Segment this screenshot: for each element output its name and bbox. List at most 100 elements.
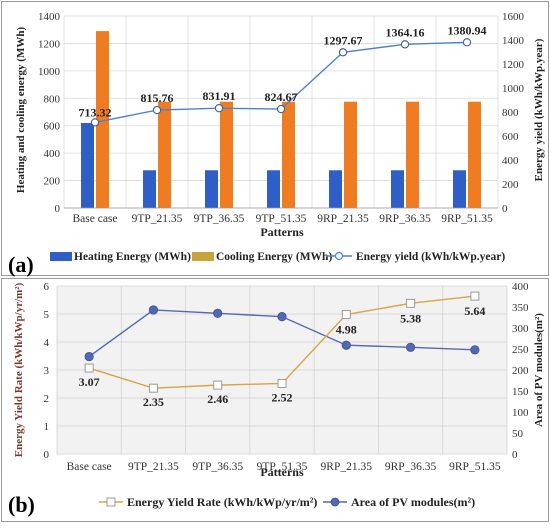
panel-b-ytick-left: 3 [44,365,50,377]
panel-a-ytick-left: 200 [44,176,61,188]
panel-b-ytick-right: 250 [512,344,529,356]
panel-b-ytick-right: 400 [512,281,529,293]
yield-rate-data-label: 4.98 [336,323,357,337]
cooling-bar [406,101,419,208]
energy-yield-point [276,104,286,114]
heating-bar [143,170,156,208]
panel-a-xtick: 9RP_36.35 [379,213,431,225]
panel-a-ytick-left: 400 [44,148,61,160]
panel-b-ytick-right: 50 [512,428,524,440]
area-pv-point [405,342,416,352]
panel-b-xtick: 9TP_36.35 [192,461,243,473]
legend-energy-label: Energy yield (kWh/kWp.year) [356,251,505,263]
panel-b-ytick-right: 200 [512,365,529,377]
yield-rate-point [84,363,94,373]
area-pv-point [84,351,94,362]
legend-energy-marker [334,251,344,261]
energy-yield-data-label: 1297.67 [324,33,363,47]
yield-rate-point [277,378,287,388]
legend-cooling-label: Cooling Energy (MWh) [216,251,332,263]
energy-yield-point [90,118,100,127]
yield-rate-point [406,298,416,308]
panel-a-ylabel-left: Heating and cooling energy (MWh) [15,27,27,194]
panel-a-xlabel: Patterns [260,225,304,239]
cooling-bar [282,101,295,208]
panel-b-ytick-left: 5 [44,309,50,321]
yield-rate-data-label: 2.46 [207,392,228,406]
panel-a-ytick-right: 200 [502,179,519,191]
heating-bar [267,170,280,208]
panel-a-ytick-left: 600 [44,121,61,133]
panel-b-xtick: Base case [67,461,112,473]
panel-b-ytick-left: 6 [44,281,50,293]
legend-area-label: Area of PV modules(m²) [351,495,475,509]
panel-b-legend: Energy Yield Rate (kWh/kWp/yr/m²) Area o… [99,495,475,509]
cooling-bar [96,31,109,209]
panel-a-ytick-right: 0 [502,203,508,215]
legend-area-marker [330,497,340,507]
legend-heating-swatch [50,252,72,261]
energy-yield-point [214,104,224,113]
panel-a-ytick-left: 1400 [38,11,61,23]
panel-a-xtick: 9RP_21.35 [317,213,369,225]
panel-a-ytick-left: 1000 [38,66,61,78]
panel-a-xtick: Base case [72,213,117,225]
cooling-bar [220,101,233,208]
energy-yield-data-label: 713.32 [79,105,112,119]
yield-rate-point [148,383,158,393]
panel-b-ytick-left: 2 [44,393,50,405]
area-pv-point [148,305,159,315]
panel-b-ytick-right: 350 [512,302,529,314]
panel-b-ytick-right: 100 [512,407,529,419]
energy-yield-data-label: 815.76 [141,91,174,105]
panel-b-ytick-right: 300 [512,323,529,335]
energy-yield-point [338,48,348,57]
yield-rate-point [341,310,351,320]
cooling-bar [468,101,481,208]
cooling-bar [344,101,357,208]
heating-bar [81,122,94,208]
panel-b-xtick: 9TP_21.35 [128,461,179,473]
legend-cooling-swatch [192,252,214,261]
area-pv-point [341,340,351,350]
panel-a-label: (a) [8,252,34,277]
panel-b: 0 1 2 3 4 5 6 0 50 100 150 200 250 300 350 400 Base case… [44,281,530,473]
energy-yield-point [400,40,410,49]
panel-a-xtick: 9TP_36.35 [194,213,245,225]
panel-b-ytick-left: 0 [44,449,50,461]
panel-b-xtick: 9TP_51.35 [257,461,308,473]
energy-yield-data-label: 1364.16 [386,25,425,39]
panel-b-ytick-left: 4 [44,337,50,349]
yield-rate-point [470,291,480,301]
panel-a-ytick-right: 1200 [502,59,525,71]
legend-yield-rate-label: Energy Yield Rate (kWh/kWp/yr/m²) [127,495,317,509]
panel-a-ytick-right: 400 [502,155,519,167]
panel-a-legend: Heating Energy (MWh) Cooling Energy (MWh… [50,251,505,263]
panel-a-xtick: 9TP_51.35 [256,213,307,225]
legend-heating-label: Heating Energy (MWh) [74,251,191,263]
heating-bar [329,170,342,208]
yield-rate-data-label: 3.07 [79,375,100,389]
panel-b-xtick: 9RP_51.35 [449,461,501,473]
panel-b-ylabel-left: Energy Yield Rate (kWh/kWp/yr/m²) [13,282,25,457]
panel-a-ylabel-right: Energy yield (kWh/kWp.year) [533,38,545,181]
area-pv-point [470,345,480,355]
panel-b-xtick: 9RP_21.35 [321,461,373,473]
panel-a-ytick-right: 1600 [502,11,525,23]
panel-b-ylabel-right: Area of PV modules(m²) [533,313,545,427]
yield-rate-point [213,380,223,390]
area-pv-point [213,308,223,318]
yield-rate-data-label: 2.35 [143,395,164,409]
panel-a: 0 200 400 600 800 1000 1200 1400 0 200 400 600 800 10… [38,11,525,225]
legend-yield-rate-marker [106,497,116,507]
panel-b-label: (b) [8,492,35,517]
panel-a-ytick-left: 1200 [38,38,61,50]
panel-a-ytick-right: 1000 [502,83,525,95]
cooling-bar [158,101,171,208]
panel-a-ytick-right: 1400 [502,35,525,47]
panel-a-ytick-right: 800 [502,107,519,119]
panel-a-xtick: 9RP_51.35 [441,213,493,225]
energy-yield-data-label: 824.67 [265,90,298,104]
heating-bar [453,170,466,208]
